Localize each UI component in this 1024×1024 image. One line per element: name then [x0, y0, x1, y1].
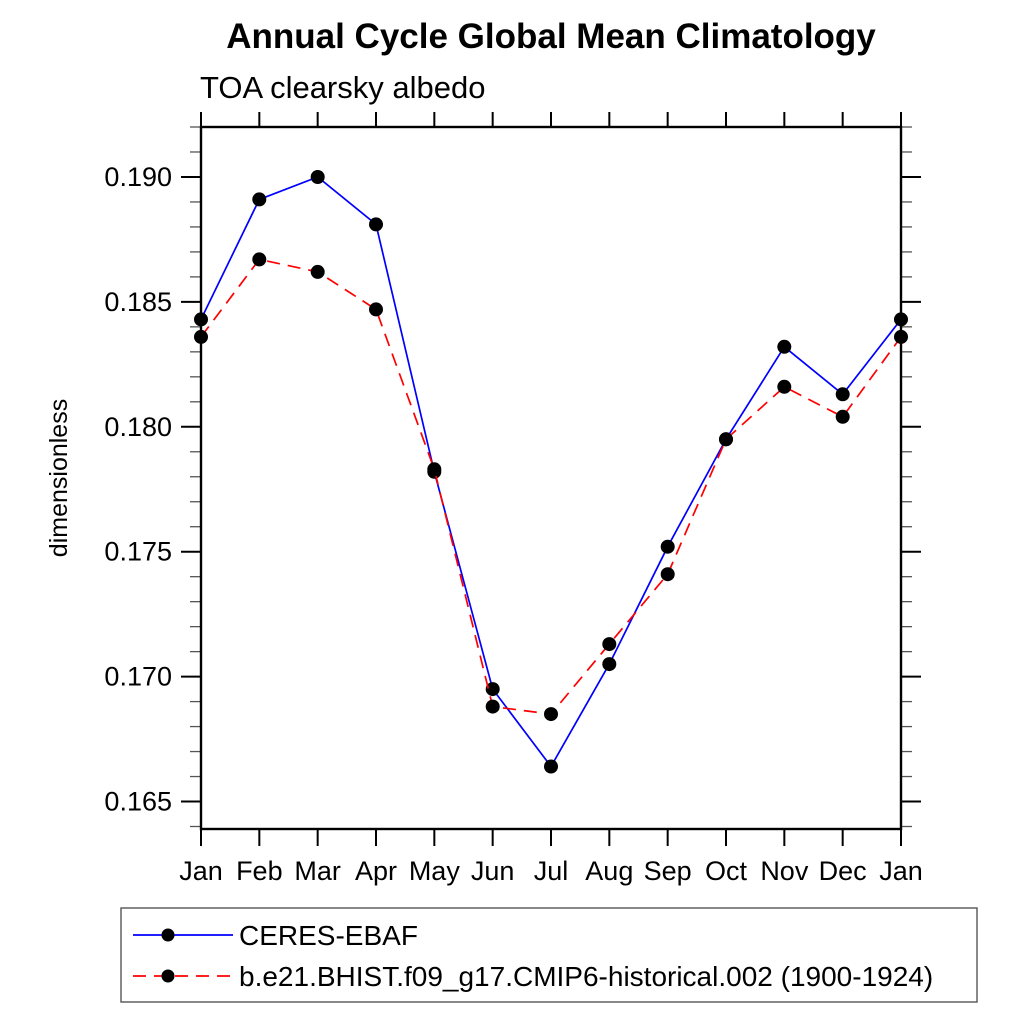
data-point-marker-s1 [252, 252, 267, 267]
data-point-marker-s1 [544, 707, 558, 722]
data-point-marker-s0 [485, 682, 500, 697]
series-line-1 [200, 258, 902, 716]
data-point-marker-s0 [544, 759, 558, 774]
data-point-marker-s1 [602, 637, 617, 652]
plot-border [199, 125, 903, 831]
chart-subtitle: TOA clearsky albedo [200, 70, 485, 105]
legend-marker-1 [161, 969, 175, 983]
x-tick-label: Jul [534, 856, 569, 886]
legend-box [120, 907, 978, 1003]
data-point-marker-s1 [194, 329, 208, 344]
y-tick-label: 0.190 [104, 162, 172, 192]
data-point-marker-s0 [602, 657, 617, 672]
series-line-0 [200, 176, 902, 769]
x-tick-label: Jun [471, 856, 515, 886]
plot-area: Jan Feb Mar Apr May Jun Jul Aug Sep Oct Nov Dec Jan 0… [104, 112, 923, 886]
y-tick-label: 0.185 [104, 287, 172, 317]
y-tick-label: 0.175 [104, 537, 172, 567]
x-tick-label: May [409, 856, 461, 886]
data-point-marker-s1 [660, 567, 675, 582]
y-tick-label: 0.180 [104, 412, 172, 442]
data-point-marker-s1 [427, 462, 442, 477]
data-point-marker-s0 [369, 217, 383, 232]
x-tick-label: Sep [644, 856, 692, 886]
data-point-marker-s1 [719, 432, 733, 447]
x-tick-label: Aug [585, 856, 633, 886]
y-axis-label: dimensionless [45, 399, 73, 557]
y-tick-label: 0.170 [104, 662, 172, 692]
x-tick-label: Jan [179, 856, 223, 886]
x-tick-label: Dec [819, 856, 867, 886]
data-point-marker-s0 [660, 539, 675, 554]
x-tick-label: Nov [760, 856, 809, 886]
data-point-marker-s1 [894, 329, 908, 344]
data-point-marker-s1 [310, 264, 325, 279]
legend-label-0: CERES-EBAF [239, 920, 418, 951]
data-point-marker-s0 [894, 312, 908, 327]
data-point-marker-s0 [252, 192, 267, 207]
x-tick-label: Feb [236, 856, 283, 886]
x-tick-label: Jan [879, 856, 923, 886]
data-point-marker-s1 [777, 379, 792, 394]
data-point-marker-s0 [777, 339, 792, 354]
chart-title: Annual Cycle Global Mean Climatology [226, 17, 876, 56]
data-point-marker-s1 [835, 409, 850, 424]
data-point-marker-s0 [310, 170, 325, 184]
x-tick-label: Oct [705, 856, 748, 886]
legend-marker-0 [161, 928, 175, 942]
x-tick-label: Mar [294, 856, 341, 886]
y-tick-label: 0.165 [104, 787, 172, 817]
data-point-marker-s0 [194, 312, 208, 327]
data-point-marker-s1 [485, 699, 500, 714]
data-point-marker-s0 [835, 387, 850, 402]
legend: CERES-EBAF b.e21.BHIST.f09_g17.CMIP6-hist… [120, 907, 978, 1003]
data-point-marker-s1 [369, 302, 383, 317]
legend-label-1: b.e21.BHIST.f09_g17.CMIP6-historical.002… [239, 961, 933, 992]
x-tick-label: Apr [355, 856, 397, 886]
